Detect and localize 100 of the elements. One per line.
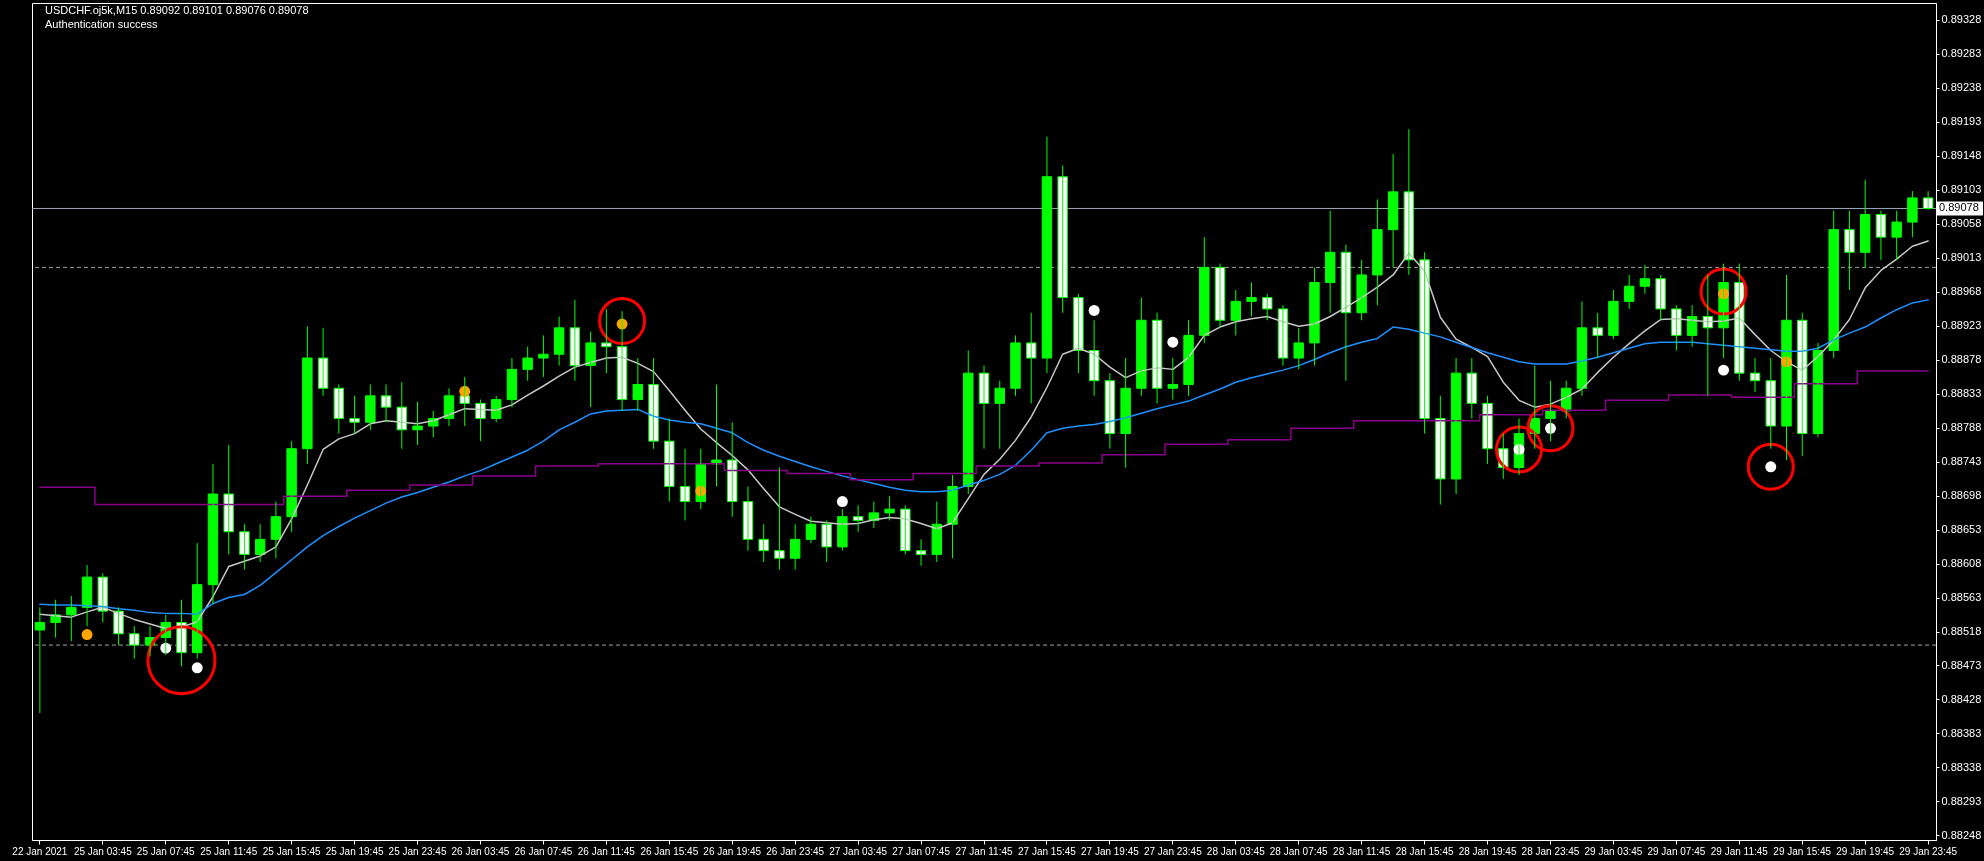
candlestick <box>113 606 124 646</box>
y-tick-label: 0.89103 <box>1941 183 1982 196</box>
x-tick-label: 29 Jan 15:45 <box>1773 845 1832 857</box>
candlestick <box>66 595 77 642</box>
candlestick <box>664 417 675 503</box>
x-tick-label: 28 Jan 07:45 <box>1269 845 1329 857</box>
x-tick-label: 28 Jan 19:45 <box>1458 845 1517 857</box>
candlestick <box>1293 327 1304 370</box>
y-tick-label: 0.88833 <box>1941 387 1982 400</box>
candlestick <box>412 401 423 446</box>
x-tick-label: 28 Jan 03:45 <box>1206 845 1266 857</box>
candlestick <box>286 440 297 533</box>
candlestick <box>1356 259 1367 321</box>
candlestick <box>538 334 549 378</box>
candlestick <box>1828 210 1839 359</box>
candlestick <box>1891 210 1902 261</box>
point <box>1167 336 1179 348</box>
candlestick <box>1010 334 1021 397</box>
candlestick <box>774 467 785 571</box>
candlestick <box>1324 210 1336 314</box>
y-tick-label: 0.89238 <box>1941 81 1982 94</box>
candlestick <box>648 357 659 450</box>
candlestick <box>396 381 408 450</box>
chart-title: USDCHF.oj5k,M15 0.89092 0.89101 0.89076 0.89078 <box>45 4 309 16</box>
point <box>81 629 93 640</box>
point <box>1088 304 1100 316</box>
candlestick <box>1199 236 1210 344</box>
y-tick-label: 0.88923 <box>1941 319 1982 332</box>
candlestick <box>1482 395 1493 465</box>
x-tick-label: 26 Jan 07:45 <box>514 845 573 857</box>
y-tick-label: 0.88653 <box>1941 523 1982 536</box>
candlestick <box>900 504 911 555</box>
x-tick-label: 26 Jan 11:45 <box>577 845 636 857</box>
candlestick <box>1309 266 1320 367</box>
x-tick-label: 27 Jan 23:45 <box>1143 845 1203 857</box>
x-tick-label: 29 Jan 23:45 <box>1899 845 1958 857</box>
y-tick-label: 0.88563 <box>1941 591 1982 604</box>
point <box>191 662 203 674</box>
candlestick <box>34 606 46 714</box>
candlestick <box>1167 357 1179 401</box>
candlestick <box>1230 289 1241 336</box>
candlestick <box>1671 304 1682 351</box>
x-tick-label: 29 Jan 07:45 <box>1647 845 1706 857</box>
y-tick-label: 0.88968 <box>1941 285 1982 298</box>
x-tick-label: 29 Jan 11:45 <box>1710 845 1769 857</box>
x-tick-label: 27 Jan 11:45 <box>955 845 1013 857</box>
candlestick <box>1262 293 1273 321</box>
candlestick <box>1623 274 1635 310</box>
candlestick <box>1608 289 1619 340</box>
text: Authentication success <box>45 18 159 30</box>
y-tick-label: 0.88788 <box>1941 421 1982 434</box>
x-tick-label: 25 Jan 03:45 <box>73 845 133 857</box>
x-tick-label: 25 Jan 19:45 <box>325 845 384 857</box>
candlestick <box>1183 319 1194 397</box>
x-tick-label: 28 Jan 11:45 <box>1333 845 1391 857</box>
y-tick-label: 0.88698 <box>1941 489 1982 502</box>
y-tick-label: 0.89013 <box>1941 251 1982 264</box>
point <box>1718 364 1730 376</box>
candlestick <box>349 395 360 435</box>
x-tick-label: 26 Jan 03:45 <box>451 845 510 857</box>
line-series <box>39 299 1929 615</box>
candlestick <box>727 421 738 518</box>
y-tick-label: 0.88473 <box>1941 659 1982 671</box>
x-tick-label: 26 Jan 23:45 <box>766 845 825 857</box>
x-tick-label: 27 Jan 07:45 <box>892 845 951 857</box>
x-tick-label: 25 Jan 11:45 <box>200 845 258 857</box>
candlestick <box>758 523 769 563</box>
x-tick-label: 25 Jan 23:45 <box>388 845 447 857</box>
x-tick-label: 27 Jan 19:45 <box>1080 845 1140 857</box>
y-tick-label: 0.88293 <box>1941 794 1982 807</box>
candlestick <box>522 346 533 382</box>
x-tick-label: 25 Jan 15:45 <box>262 845 321 857</box>
x-tick-label: 25 Jan 07:45 <box>136 845 196 857</box>
candlestick <box>1246 282 1257 317</box>
x-tick-label: 29 Jan 19:45 <box>1836 845 1895 857</box>
candlestick <box>1372 198 1383 306</box>
x-tick-label: 26 Jan 15:45 <box>640 845 699 857</box>
candlestick <box>931 501 943 563</box>
candlestick <box>239 523 250 571</box>
y-tick-label: 0.88383 <box>1941 726 1982 739</box>
y-tick-label: 0.89058 <box>1941 217 1982 230</box>
y-tick-label: 0.88878 <box>1941 353 1982 366</box>
candlestick <box>302 325 313 465</box>
candlestick <box>821 519 832 563</box>
y-tick-label: 0.89283 <box>1941 47 1982 60</box>
x-tick-label: 27 Jan 15:45 <box>1018 845 1077 857</box>
y-tick-label: 0.88518 <box>1941 625 1982 638</box>
y-tick-label: 0.89193 <box>1941 115 1982 128</box>
candlestick <box>1907 190 1918 238</box>
x-tick-label: 28 Jan 15:45 <box>1395 845 1454 857</box>
point <box>836 496 848 508</box>
x-tick-label: 22 Jan 2021 <box>12 845 68 857</box>
y-tick-label: 0.88428 <box>1941 692 1982 705</box>
y-tick-label: 0.88248 <box>1941 828 1982 841</box>
candlestick <box>129 625 140 660</box>
point <box>1765 461 1777 473</box>
y-tick-label: 0.89148 <box>1941 149 1982 162</box>
y-tick-label: 0.89328 <box>1941 13 1982 26</box>
candlestick <box>254 523 266 563</box>
y-tick-label: 0.88338 <box>1941 760 1982 773</box>
